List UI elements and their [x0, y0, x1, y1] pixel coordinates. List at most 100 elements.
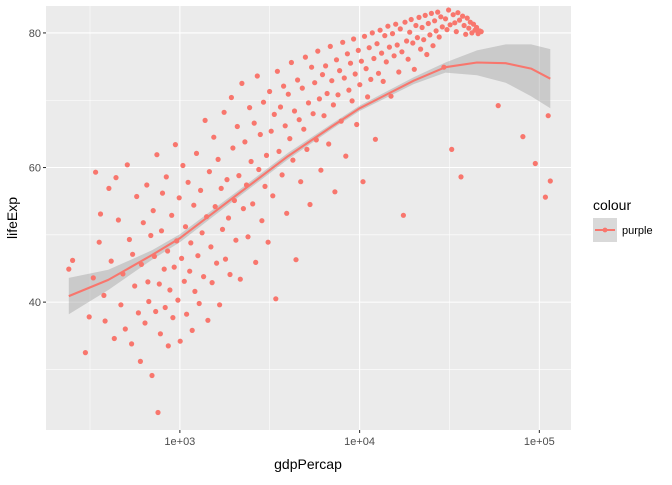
data-point — [237, 276, 243, 282]
data-point — [97, 211, 104, 217]
x-axis-title: gdpPercap — [274, 456, 342, 472]
data-point — [377, 27, 383, 33]
data-point — [360, 179, 366, 185]
data-point — [299, 85, 305, 91]
data-point — [193, 150, 200, 156]
data-point — [520, 134, 526, 140]
data-point — [411, 66, 417, 72]
data-point — [70, 257, 76, 263]
data-point — [344, 51, 350, 57]
data-point — [382, 33, 388, 39]
data-point — [180, 162, 186, 169]
data-point — [214, 260, 220, 266]
data-point — [366, 45, 372, 51]
data-point — [333, 57, 340, 63]
data-point — [259, 218, 265, 224]
data-point — [439, 24, 445, 30]
data-point — [201, 274, 207, 280]
data-point — [205, 317, 211, 323]
data-point — [165, 343, 171, 349]
data-point — [145, 279, 151, 285]
data-point — [281, 83, 287, 89]
data-points — [66, 7, 553, 416]
data-point — [372, 136, 378, 142]
data-point — [230, 145, 236, 151]
data-point — [410, 40, 416, 46]
data-point — [90, 275, 96, 281]
data-point — [101, 292, 107, 298]
data-point — [217, 302, 223, 308]
major-gridlines — [46, 6, 571, 430]
data-point — [221, 109, 227, 115]
confidence-band — [68, 44, 551, 315]
data-point — [470, 21, 477, 27]
y-tick-label: 40 — [29, 297, 41, 309]
data-point — [273, 296, 279, 302]
data-point — [154, 152, 160, 158]
data-point — [156, 281, 162, 287]
data-point — [256, 166, 262, 173]
data-point — [450, 12, 456, 18]
y-tick-label: 80 — [29, 28, 41, 40]
data-point — [250, 201, 256, 207]
data-point — [242, 139, 248, 145]
data-point — [332, 189, 338, 195]
data-point — [324, 90, 330, 97]
data-point — [466, 25, 472, 31]
data-point — [219, 226, 226, 232]
data-point — [177, 338, 183, 344]
data-point — [385, 23, 391, 29]
data-point — [432, 18, 438, 24]
data-point — [421, 37, 427, 43]
data-point — [169, 212, 175, 218]
data-point — [188, 240, 194, 246]
data-point — [287, 136, 293, 142]
data-point — [414, 35, 420, 41]
data-point — [144, 182, 150, 188]
y-axis-ticks: 40 60 80 — [29, 28, 46, 309]
data-point — [270, 193, 276, 199]
data-point — [305, 100, 312, 106]
data-point — [157, 331, 163, 337]
smooth-line — [68, 61, 551, 298]
data-point — [374, 41, 380, 47]
data-point — [138, 261, 144, 267]
data-point — [253, 259, 259, 265]
data-point — [274, 68, 280, 74]
data-point — [444, 27, 450, 33]
data-point — [365, 94, 371, 100]
data-point — [396, 69, 402, 75]
data-point — [389, 30, 396, 37]
data-point — [302, 54, 308, 60]
data-point — [140, 220, 146, 226]
data-point — [326, 141, 332, 147]
data-point — [433, 28, 439, 34]
data-point — [153, 308, 159, 315]
data-point — [323, 63, 329, 69]
confidence-band-layer — [68, 44, 551, 315]
data-point — [189, 327, 195, 333]
data-point — [267, 88, 273, 95]
data-point — [158, 228, 165, 234]
data-point — [315, 48, 321, 54]
data-point — [310, 111, 316, 117]
data-point — [391, 53, 397, 59]
data-point — [130, 251, 136, 257]
data-point — [285, 91, 291, 97]
data-point — [257, 131, 263, 138]
data-point — [248, 158, 254, 165]
data-point — [436, 34, 442, 40]
data-point — [298, 179, 304, 185]
data-point — [167, 287, 173, 293]
data-point — [262, 183, 268, 189]
data-point — [290, 157, 296, 163]
data-point — [218, 185, 224, 191]
data-point — [495, 103, 501, 109]
y-tick-label: 60 — [29, 163, 41, 175]
data-point — [388, 93, 394, 99]
data-point — [191, 202, 197, 208]
data-point — [163, 174, 169, 180]
data-point — [122, 326, 128, 332]
